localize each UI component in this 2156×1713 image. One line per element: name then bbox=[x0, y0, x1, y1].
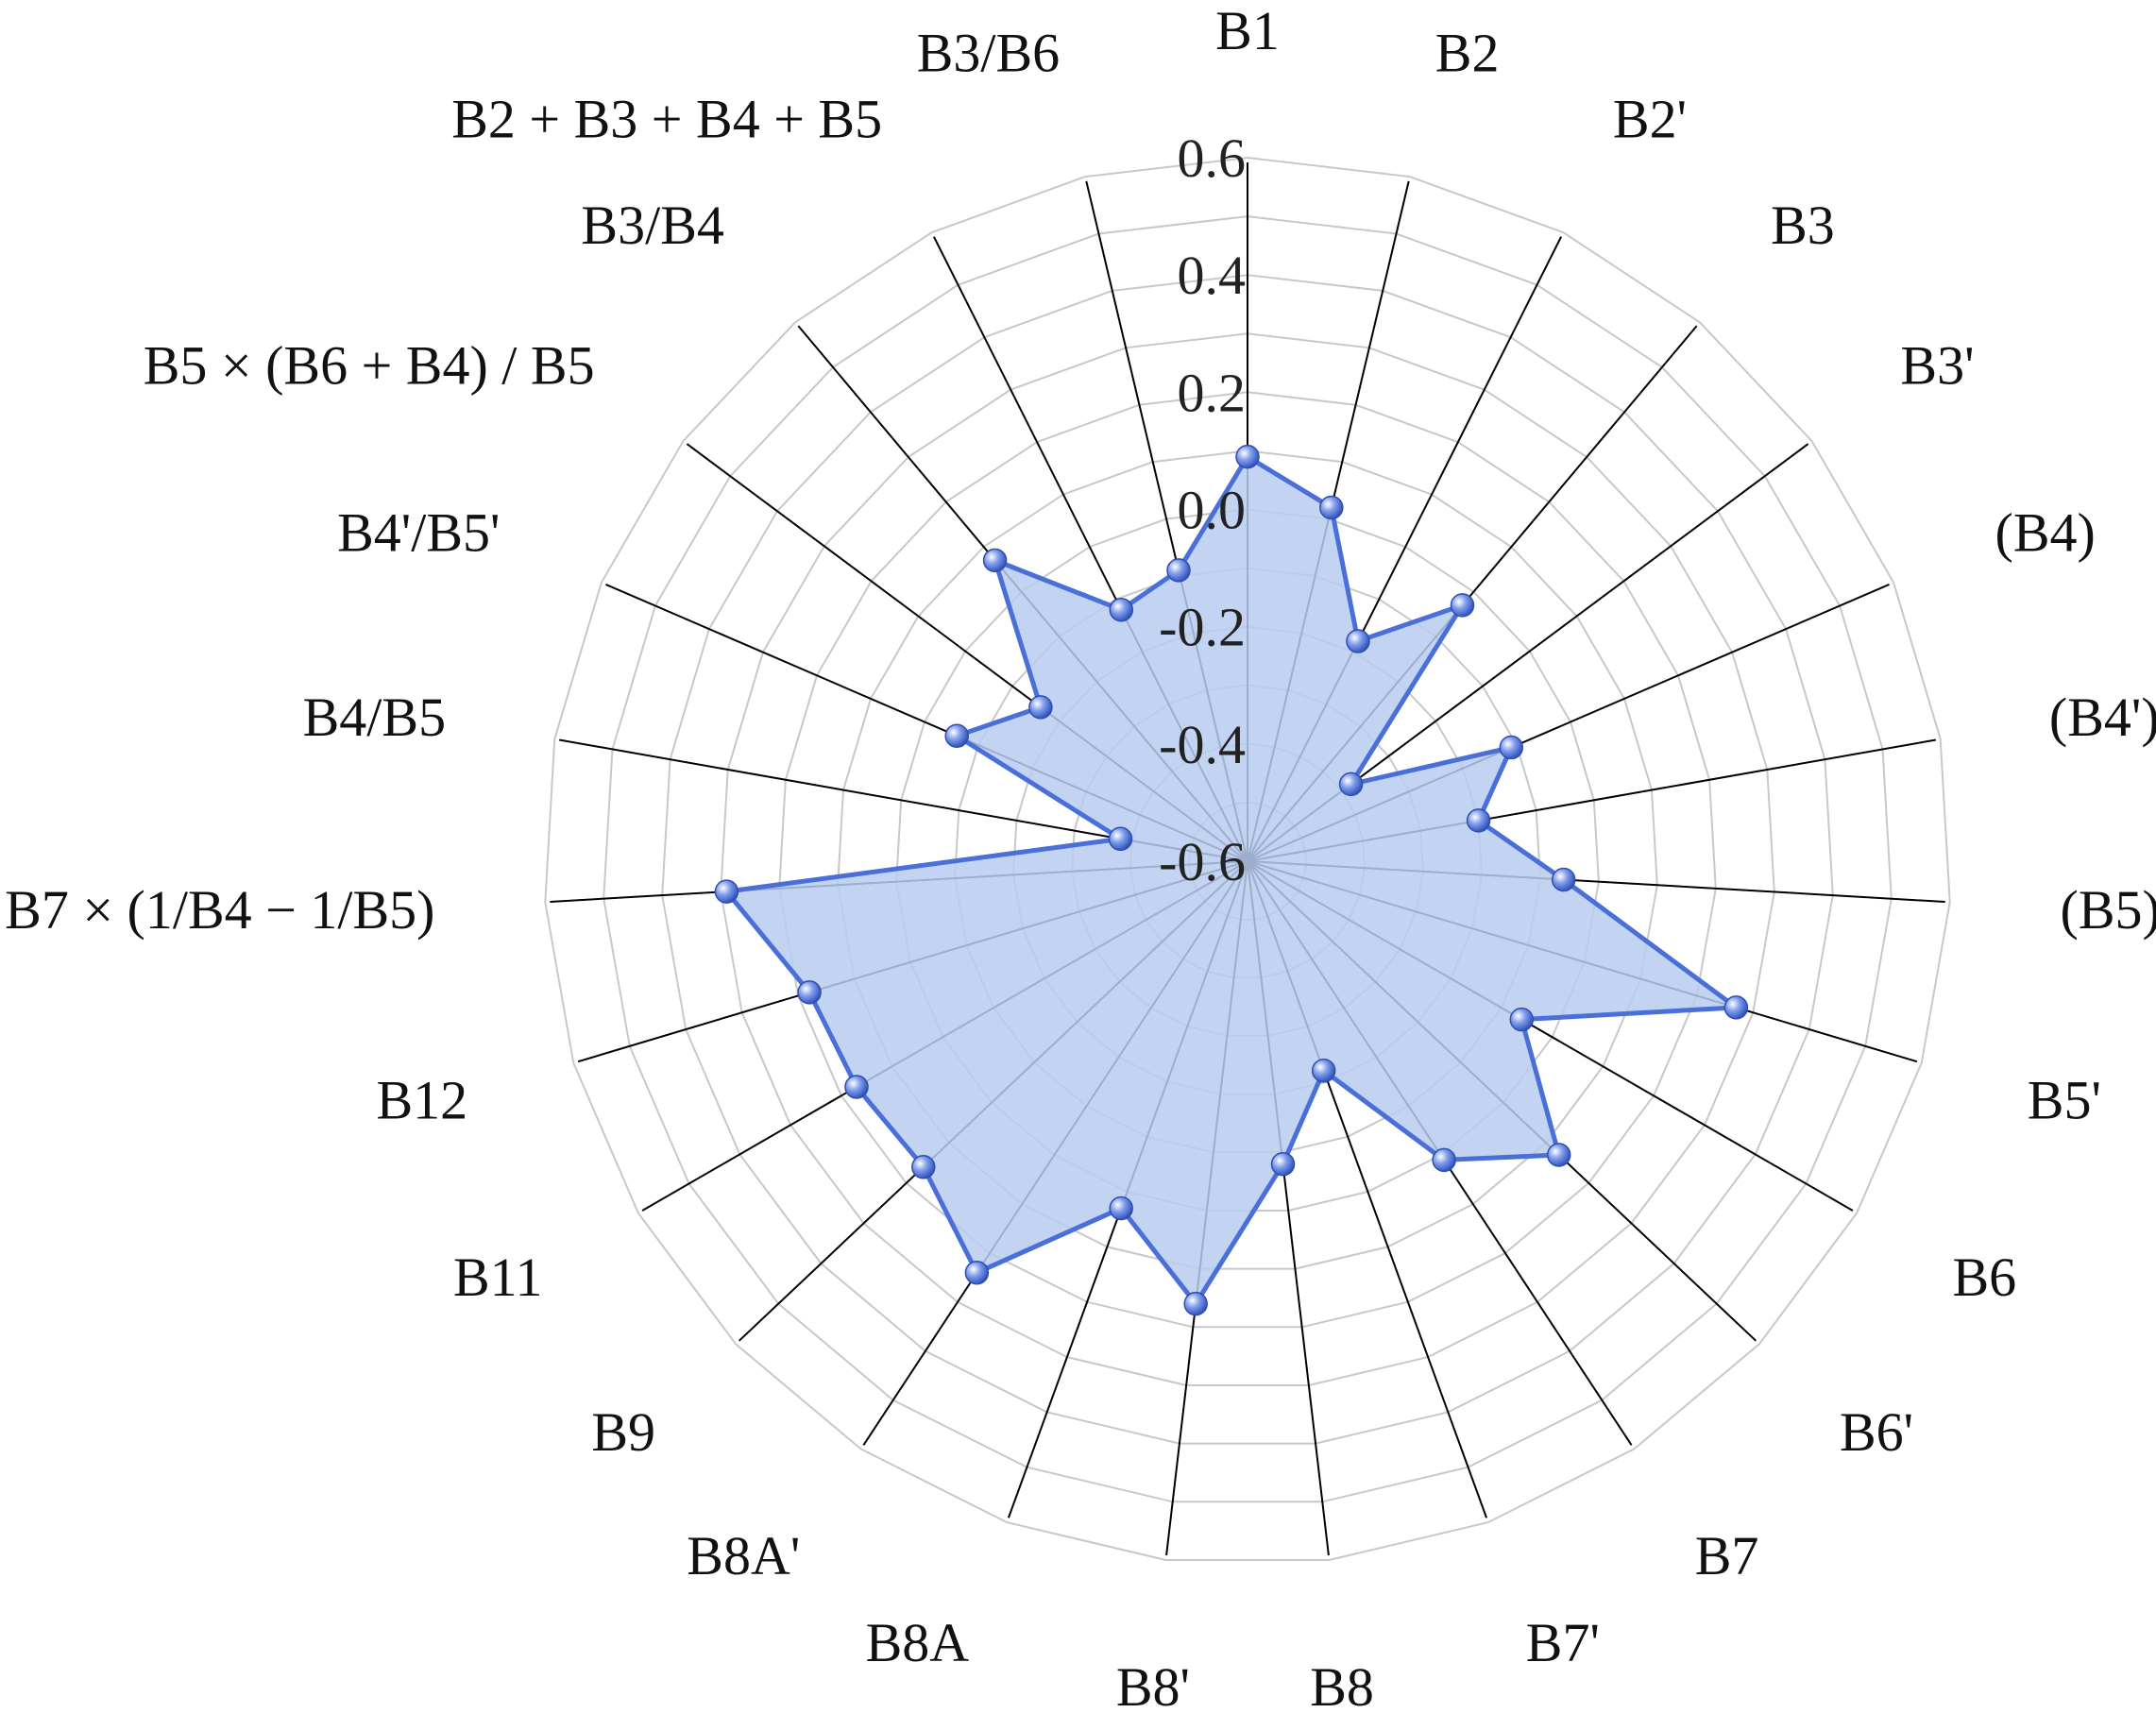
radial-tick-label: 0.2 bbox=[1178, 362, 1247, 423]
data-point bbox=[1499, 735, 1524, 760]
radial-tick-label: 0.0 bbox=[1178, 480, 1247, 541]
data-point bbox=[1028, 695, 1053, 720]
category-label: B2 bbox=[1435, 23, 1500, 84]
category-label: B3 bbox=[1771, 195, 1835, 256]
category-label: B8A' bbox=[687, 1525, 800, 1586]
data-point bbox=[911, 1155, 936, 1179]
category-label: B8A bbox=[866, 1612, 970, 1673]
grid-ring bbox=[837, 449, 1658, 1270]
category-label: B9 bbox=[591, 1401, 655, 1463]
data-point bbox=[964, 1260, 990, 1285]
category-label: B7' bbox=[1526, 1612, 1600, 1673]
category-label: B4'/B5' bbox=[337, 501, 500, 563]
radial-tick-label: -0.2 bbox=[1159, 597, 1246, 658]
category-label: B2 + B3 + B4 + B5 bbox=[451, 89, 882, 150]
category-label: B7 bbox=[1695, 1525, 1759, 1586]
category-label: B7 × (1/B4 − 1/B5) bbox=[5, 879, 434, 941]
grid-ring bbox=[661, 274, 1834, 1445]
radial-tick-label: -0.6 bbox=[1159, 831, 1246, 892]
radial-tick-labels: 0.6 0.4 0.2 0.0 -0.2 -0.4 -0.6 bbox=[1159, 127, 1246, 892]
data-point bbox=[844, 1075, 869, 1099]
grid-ring bbox=[603, 215, 1893, 1503]
category-label: B8' bbox=[1116, 1656, 1190, 1713]
category-label: B4/B5 bbox=[303, 687, 447, 748]
data-point bbox=[1466, 808, 1491, 833]
category-label: (B5) bbox=[2061, 879, 2156, 941]
grid-ring bbox=[544, 156, 1951, 1561]
data-point bbox=[1432, 1147, 1456, 1173]
category-label: B1 bbox=[1215, 0, 1280, 61]
category-label: (B4) bbox=[1995, 501, 2096, 563]
category-label: (B4') bbox=[2049, 687, 2156, 748]
data-point bbox=[1551, 867, 1576, 892]
category-label: B11 bbox=[453, 1247, 543, 1308]
data-point bbox=[1723, 995, 1749, 1020]
category-label: B8 bbox=[1310, 1656, 1374, 1713]
category-label: B3' bbox=[1900, 335, 1974, 397]
category-label: B6' bbox=[1840, 1401, 1913, 1463]
category-label: B2' bbox=[1613, 89, 1687, 150]
category-labels: B1 B2 B2' B3 B3' (B4) (B4') (B5) B5' B6 B6' B7 B7' B8… bbox=[5, 0, 2156, 1713]
data-point bbox=[1108, 826, 1133, 852]
category-label: B12 bbox=[377, 1069, 468, 1130]
grid-ring bbox=[778, 391, 1717, 1329]
series-area bbox=[721, 453, 1743, 1308]
data-point bbox=[1450, 593, 1475, 618]
data-point bbox=[1183, 1291, 1208, 1316]
data-point bbox=[1109, 597, 1134, 622]
grid-ring bbox=[720, 332, 1775, 1386]
category-label: B5' bbox=[2028, 1069, 2101, 1130]
data-point bbox=[1346, 629, 1370, 653]
category-label: B3/B6 bbox=[917, 23, 1061, 84]
data-point bbox=[1166, 558, 1191, 583]
data-point bbox=[1509, 1007, 1535, 1032]
data-point bbox=[797, 980, 822, 1005]
data-point bbox=[1319, 495, 1344, 520]
data-point bbox=[1270, 1151, 1296, 1177]
data-point bbox=[1109, 1196, 1133, 1221]
category-label: B3/B4 bbox=[581, 195, 724, 256]
radial-tick-label: -0.4 bbox=[1159, 714, 1246, 775]
data-point bbox=[1338, 772, 1364, 797]
data-point bbox=[944, 723, 969, 748]
radial-tick-label: 0.6 bbox=[1178, 127, 1247, 189]
data-point bbox=[1235, 444, 1260, 469]
data-point bbox=[1311, 1058, 1336, 1083]
category-label: B5 × (B6 + B4) / B5 bbox=[144, 335, 595, 397]
category-label: B6 bbox=[1953, 1247, 2017, 1308]
series-layer bbox=[714, 444, 1749, 1316]
data-point bbox=[714, 879, 739, 904]
data-point bbox=[1546, 1143, 1571, 1167]
radial-tick-label: 0.4 bbox=[1178, 245, 1247, 306]
data-point bbox=[982, 548, 1008, 573]
